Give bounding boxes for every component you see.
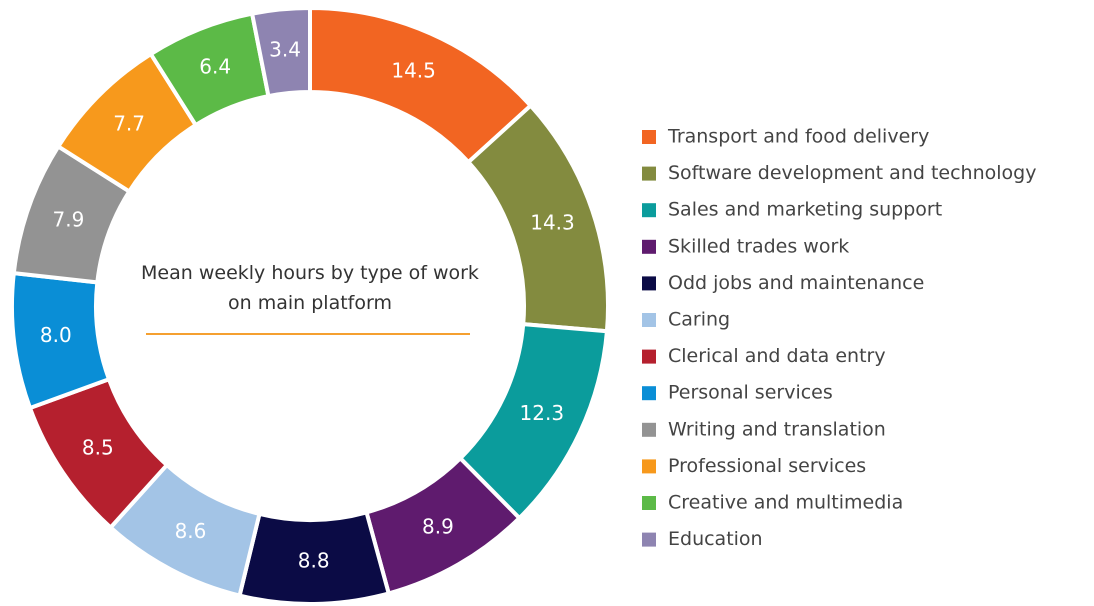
legend-label: Caring	[668, 309, 730, 331]
legend-label: Writing and translation	[668, 418, 886, 440]
value-label: 8.0	[40, 323, 72, 347]
legend-label: Transport and food delivery	[667, 126, 929, 148]
value-label: 7.9	[53, 208, 85, 232]
legend-swatch	[642, 422, 656, 437]
chart-title: Mean weekly hours by type of work on mai…	[141, 262, 479, 314]
value-label: 12.3	[520, 401, 565, 425]
legend-label: Odd jobs and maintenance	[668, 272, 924, 294]
legend-swatch	[642, 349, 656, 364]
legend-swatch	[642, 459, 656, 474]
legend-swatch	[642, 386, 656, 401]
value-label: 8.5	[82, 436, 114, 460]
legend-label: Software development and technology	[668, 162, 1036, 184]
legend-swatch	[642, 276, 656, 291]
legend-swatch	[642, 130, 656, 144]
value-label: 8.6	[175, 519, 207, 543]
legend-label: Sales and marketing support	[668, 199, 942, 221]
value-label: 6.4	[199, 55, 231, 79]
value-label: 14.5	[391, 58, 436, 82]
legend-swatch	[642, 203, 656, 218]
legend-label: Creative and multimedia	[668, 492, 903, 514]
value-label: 8.8	[298, 548, 330, 572]
legend-label: Clerical and data entry	[668, 345, 886, 367]
value-label: 7.7	[113, 111, 145, 135]
value-label: 3.4	[269, 38, 301, 62]
donut-slice	[249, 5, 312, 99]
legend-label: Professional services	[668, 455, 866, 477]
legend-label: Education	[668, 528, 763, 550]
legend-label: Skilled trades work	[668, 235, 849, 257]
value-label: 8.9	[422, 514, 454, 538]
legend-swatch	[642, 166, 656, 181]
legend-swatch	[642, 532, 656, 547]
legend-swatch	[642, 496, 656, 510]
legend-swatch	[642, 239, 656, 254]
legend-label: Personal services	[668, 382, 833, 404]
legend-swatch	[642, 313, 656, 327]
value-label: 14.3	[530, 210, 575, 234]
title-underline	[146, 333, 470, 335]
